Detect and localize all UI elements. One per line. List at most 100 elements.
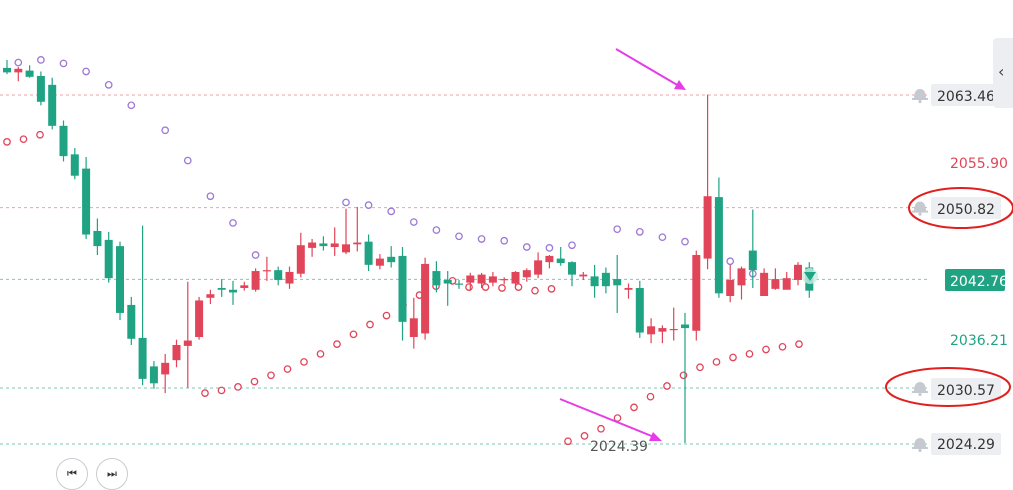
candle bbox=[409, 297, 418, 349]
price-label-support: 2030.57 bbox=[931, 378, 1001, 400]
candle bbox=[149, 361, 158, 389]
psar-dot bbox=[59, 59, 68, 68]
candle bbox=[59, 120, 68, 162]
candle bbox=[14, 67, 23, 82]
psar-dot bbox=[745, 350, 754, 358]
bell-icon[interactable] bbox=[912, 89, 928, 104]
price-label-lower-ref: 2036.21 bbox=[950, 333, 1008, 349]
candle bbox=[782, 271, 791, 290]
candles bbox=[3, 59, 814, 444]
candle bbox=[647, 318, 656, 344]
candle bbox=[353, 206, 362, 252]
psar-dot bbox=[465, 283, 473, 291]
psar-dot bbox=[481, 283, 490, 291]
psar-dot bbox=[267, 371, 275, 380]
candle bbox=[364, 234, 373, 272]
chevron-left-icon[interactable]: ‹ bbox=[998, 62, 1005, 81]
candle bbox=[590, 264, 599, 298]
candle bbox=[3, 59, 11, 75]
psar-dot bbox=[613, 225, 622, 234]
low-marker-label: 2024.39 bbox=[590, 439, 648, 455]
psar-dot bbox=[498, 284, 506, 292]
psar-dot bbox=[778, 342, 787, 351]
psar-dot bbox=[161, 126, 170, 135]
price-label-high: 2063.46 bbox=[931, 84, 1001, 106]
candle bbox=[172, 339, 181, 368]
candle bbox=[274, 266, 283, 286]
candle bbox=[217, 279, 226, 297]
psar-dot bbox=[630, 403, 638, 412]
psar-dot bbox=[349, 330, 358, 339]
alarm-bells bbox=[912, 89, 928, 453]
psar-dot bbox=[679, 371, 688, 380]
psar-dot bbox=[14, 58, 23, 67]
candle bbox=[138, 225, 147, 386]
candle bbox=[466, 272, 475, 291]
candle bbox=[432, 261, 441, 293]
candle bbox=[229, 280, 237, 305]
psar-dot bbox=[663, 382, 671, 390]
psar-dot bbox=[333, 340, 341, 348]
candle bbox=[36, 71, 45, 106]
side-panel-toggle[interactable] bbox=[993, 38, 1013, 108]
candle bbox=[771, 268, 780, 290]
candle bbox=[375, 254, 384, 270]
psar-dot bbox=[658, 233, 667, 242]
psar-dot bbox=[19, 135, 28, 144]
candle bbox=[342, 208, 350, 255]
candle bbox=[556, 247, 565, 266]
arrow-low-annotation bbox=[559, 398, 662, 441]
current-price-marker bbox=[802, 268, 818, 284]
bell-icon[interactable] bbox=[912, 438, 928, 453]
psar-dot bbox=[36, 130, 44, 139]
bell-icon[interactable] bbox=[912, 201, 928, 216]
bell-icon[interactable] bbox=[912, 382, 928, 397]
candle bbox=[206, 289, 215, 305]
skip-first-button[interactable]: ⏮ bbox=[56, 458, 88, 490]
candle bbox=[534, 252, 543, 279]
psar-dot bbox=[500, 236, 509, 245]
psar-dot bbox=[104, 80, 113, 89]
price-label-current: 2042.76 bbox=[945, 269, 1008, 291]
candle bbox=[319, 236, 328, 251]
candle bbox=[760, 268, 769, 297]
candle bbox=[387, 246, 396, 268]
candle bbox=[25, 65, 34, 78]
psar-dot bbox=[531, 286, 539, 295]
candle bbox=[262, 256, 271, 281]
price-level-lines bbox=[0, 94, 930, 445]
psar-dot bbox=[597, 424, 605, 433]
psar-dot bbox=[514, 283, 523, 291]
candle bbox=[748, 209, 757, 288]
skip-next-button[interactable]: ⏭ bbox=[96, 458, 128, 490]
psar-dot bbox=[82, 67, 90, 76]
candle bbox=[104, 231, 113, 283]
psar-dot bbox=[217, 386, 226, 395]
psar-dot bbox=[183, 156, 192, 165]
candlestick-chart: 2063.46 2055.90 2050.82 2042.76 2036.21 … bbox=[0, 48, 1013, 455]
psar-dot bbox=[382, 311, 391, 320]
candle bbox=[455, 279, 463, 289]
candle bbox=[522, 268, 531, 282]
candle bbox=[692, 250, 701, 341]
psar-dot bbox=[545, 244, 554, 252]
candle bbox=[579, 271, 588, 280]
candle bbox=[568, 261, 576, 287]
candle bbox=[398, 247, 407, 341]
candle bbox=[161, 353, 170, 394]
svg-text:2063.46: 2063.46 bbox=[937, 89, 995, 105]
candle bbox=[635, 280, 644, 338]
candle bbox=[545, 255, 554, 269]
psar-dot bbox=[201, 389, 209, 397]
candle bbox=[714, 177, 723, 298]
psar-dot bbox=[251, 251, 260, 259]
candle bbox=[703, 94, 712, 270]
candle bbox=[737, 266, 746, 300]
candle bbox=[500, 277, 509, 285]
candle bbox=[296, 232, 305, 278]
psar-dot bbox=[712, 358, 721, 366]
candle bbox=[669, 307, 678, 341]
psar-dot bbox=[229, 219, 237, 227]
psar-dot bbox=[477, 235, 486, 243]
highlight-ellipse-support bbox=[885, 367, 1011, 407]
